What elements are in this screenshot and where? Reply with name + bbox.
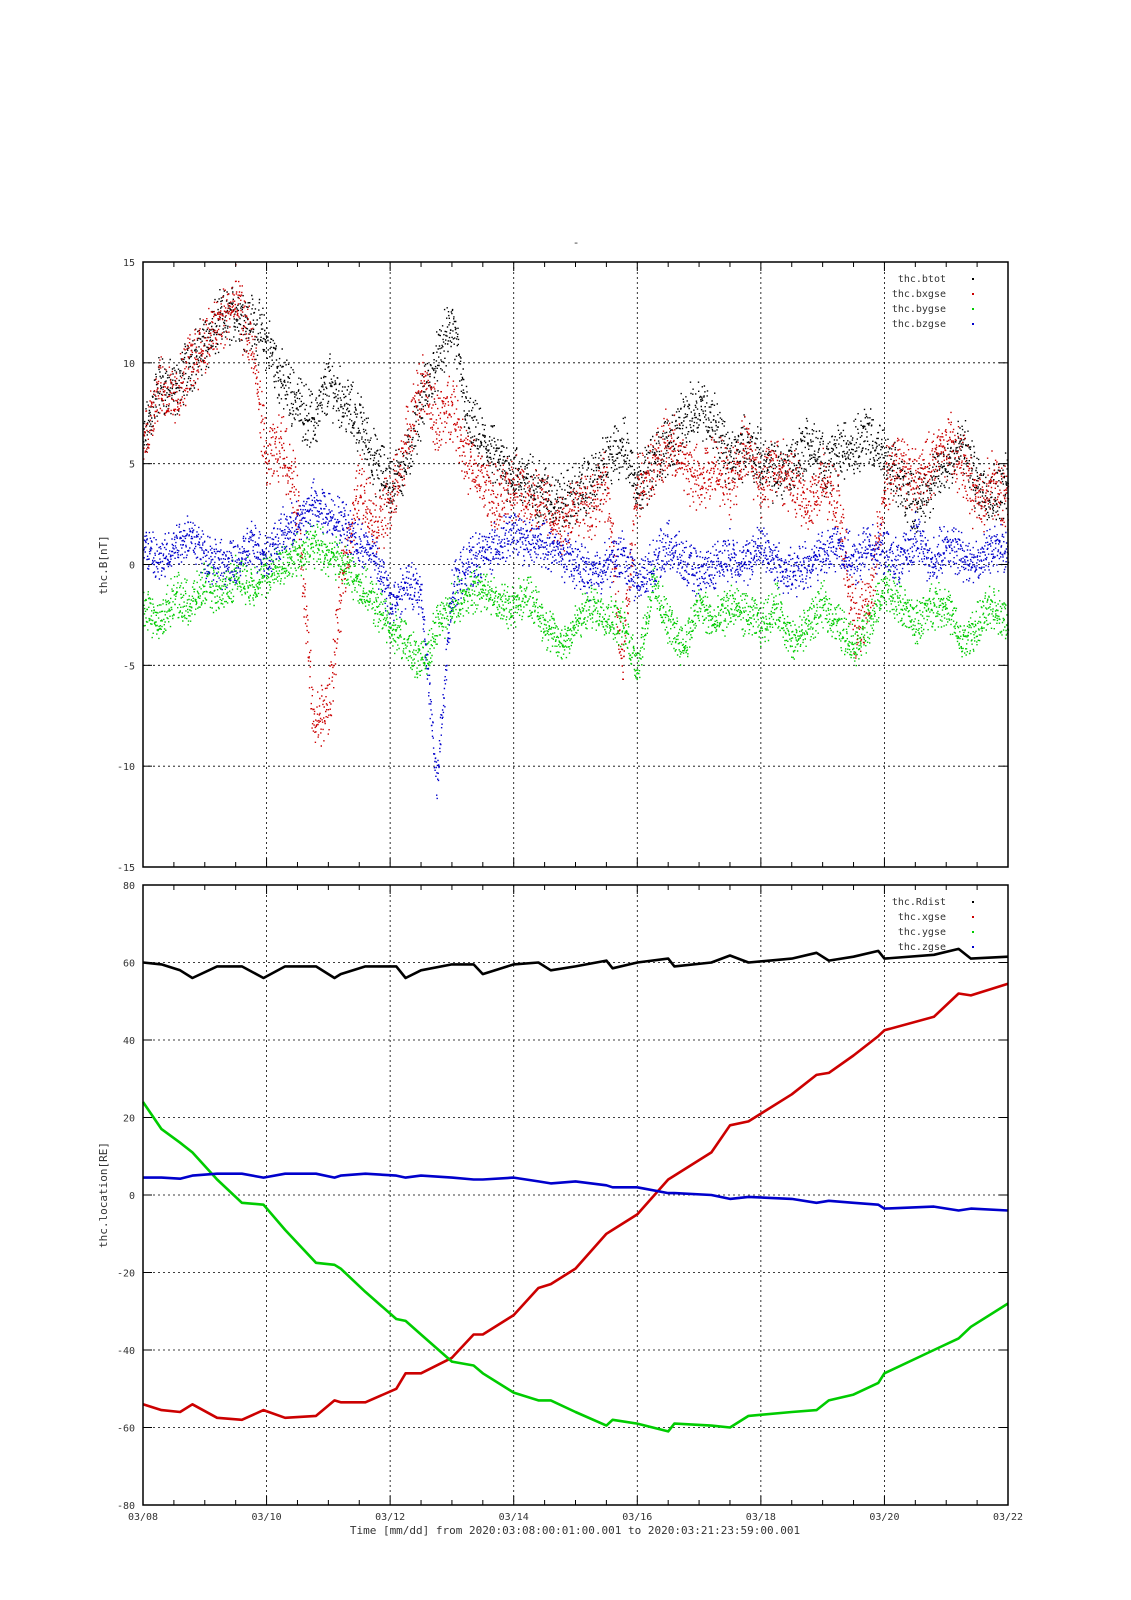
series-line [142, 947, 1009, 980]
y-tick-label: -10 [117, 762, 135, 773]
legend-swatch [972, 931, 974, 933]
x-axis-label: Time [mm/dd] from 2020:03:08:00:01:00.00… [350, 1524, 800, 1537]
y-tick-label: -80 [117, 1501, 135, 1512]
y-tick-label: 40 [123, 1036, 135, 1047]
legend-label: thc.btot [898, 274, 946, 285]
x-tick-label: 03/22 [993, 1512, 1023, 1523]
series-line [142, 982, 1009, 1422]
legend-bottom: thc.Rdist thc.xgse thc.ygse thc.zgse [892, 897, 974, 953]
x-tick-label: 03/20 [869, 1512, 899, 1523]
legend-swatch [972, 916, 974, 918]
panel-location: -80 -60 -40 -20 0 20 40 60 80 thc.location[RE] t… [97, 881, 1009, 1512]
y-tick-label: -15 [117, 863, 135, 874]
legend-label: thc.zgse [898, 942, 946, 953]
y-tick-label: -60 [117, 1424, 135, 1435]
series-thc-Rdist [142, 947, 1009, 980]
legend-top: thc.btot thc.bxgse thc.bygse thc.bzgse [892, 274, 974, 330]
legend-swatch [972, 323, 974, 325]
y-tick-label: 15 [123, 258, 135, 269]
y-tick-label: 20 [123, 1114, 135, 1125]
series-line [141, 1101, 1009, 1433]
legend-label: thc.xgse [898, 912, 946, 923]
y-tick-label: 60 [123, 959, 135, 970]
legend-label: thc.bzgse [892, 319, 946, 330]
x-tick-label: 03/12 [375, 1512, 405, 1523]
plot-frame-top [142, 261, 1009, 868]
series-line [143, 1172, 1009, 1212]
y-tick-label: -5 [123, 661, 135, 672]
legend-label: thc.bxgse [892, 289, 946, 300]
legend-swatch [972, 278, 974, 280]
series-thc-ygse [141, 1101, 1009, 1433]
legend-swatch [972, 901, 974, 903]
legend-swatch [972, 308, 974, 310]
grid-bottom [143, 885, 1008, 1505]
y-tick-label: 80 [123, 881, 135, 892]
x-axis-ticks: 03/08 03/10 03/12 03/14 03/16 03/18 03/20 03/22 [128, 1512, 1023, 1523]
y-tick-label: 0 [129, 1191, 135, 1202]
x-tick-label: 03/10 [252, 1512, 282, 1523]
x-tick-label: 03/18 [746, 1512, 776, 1523]
legend-label: thc.ygse [898, 927, 946, 938]
x-tick-label: 03/14 [499, 1512, 529, 1523]
series-bottom [141, 947, 1009, 1433]
legend-label: thc.bygse [892, 304, 946, 315]
panel-magnetic-field: -15 -10 -5 0 5 10 15 thc.B[nT] thc.btot thc.bxg… [97, 258, 1010, 874]
y-tick-label: -20 [117, 1269, 135, 1280]
page-title-mark: - [573, 236, 580, 249]
x-tick-label: 03/16 [622, 1512, 652, 1523]
grid-top [143, 262, 1008, 867]
ticks-bottom: -80 -60 -40 -20 0 20 40 60 80 [117, 881, 1009, 1512]
y-tick-label: -40 [117, 1346, 135, 1357]
series-thc-zgse [142, 1172, 1009, 1212]
legend-swatch [972, 293, 974, 295]
ylabel-bottom: thc.location[RE] [97, 1142, 110, 1248]
plot-frame-bottom [142, 884, 1009, 1506]
legend-label: thc.Rdist [892, 897, 946, 908]
y-tick-label: 5 [129, 460, 135, 471]
y-tick-label: 10 [123, 359, 135, 370]
y-tick-label: 0 [129, 561, 135, 572]
series-top [142, 264, 1010, 800]
legend-swatch [972, 946, 974, 948]
x-tick-label: 03/08 [128, 1512, 158, 1523]
ylabel-top: thc.B[nT] [97, 535, 110, 595]
